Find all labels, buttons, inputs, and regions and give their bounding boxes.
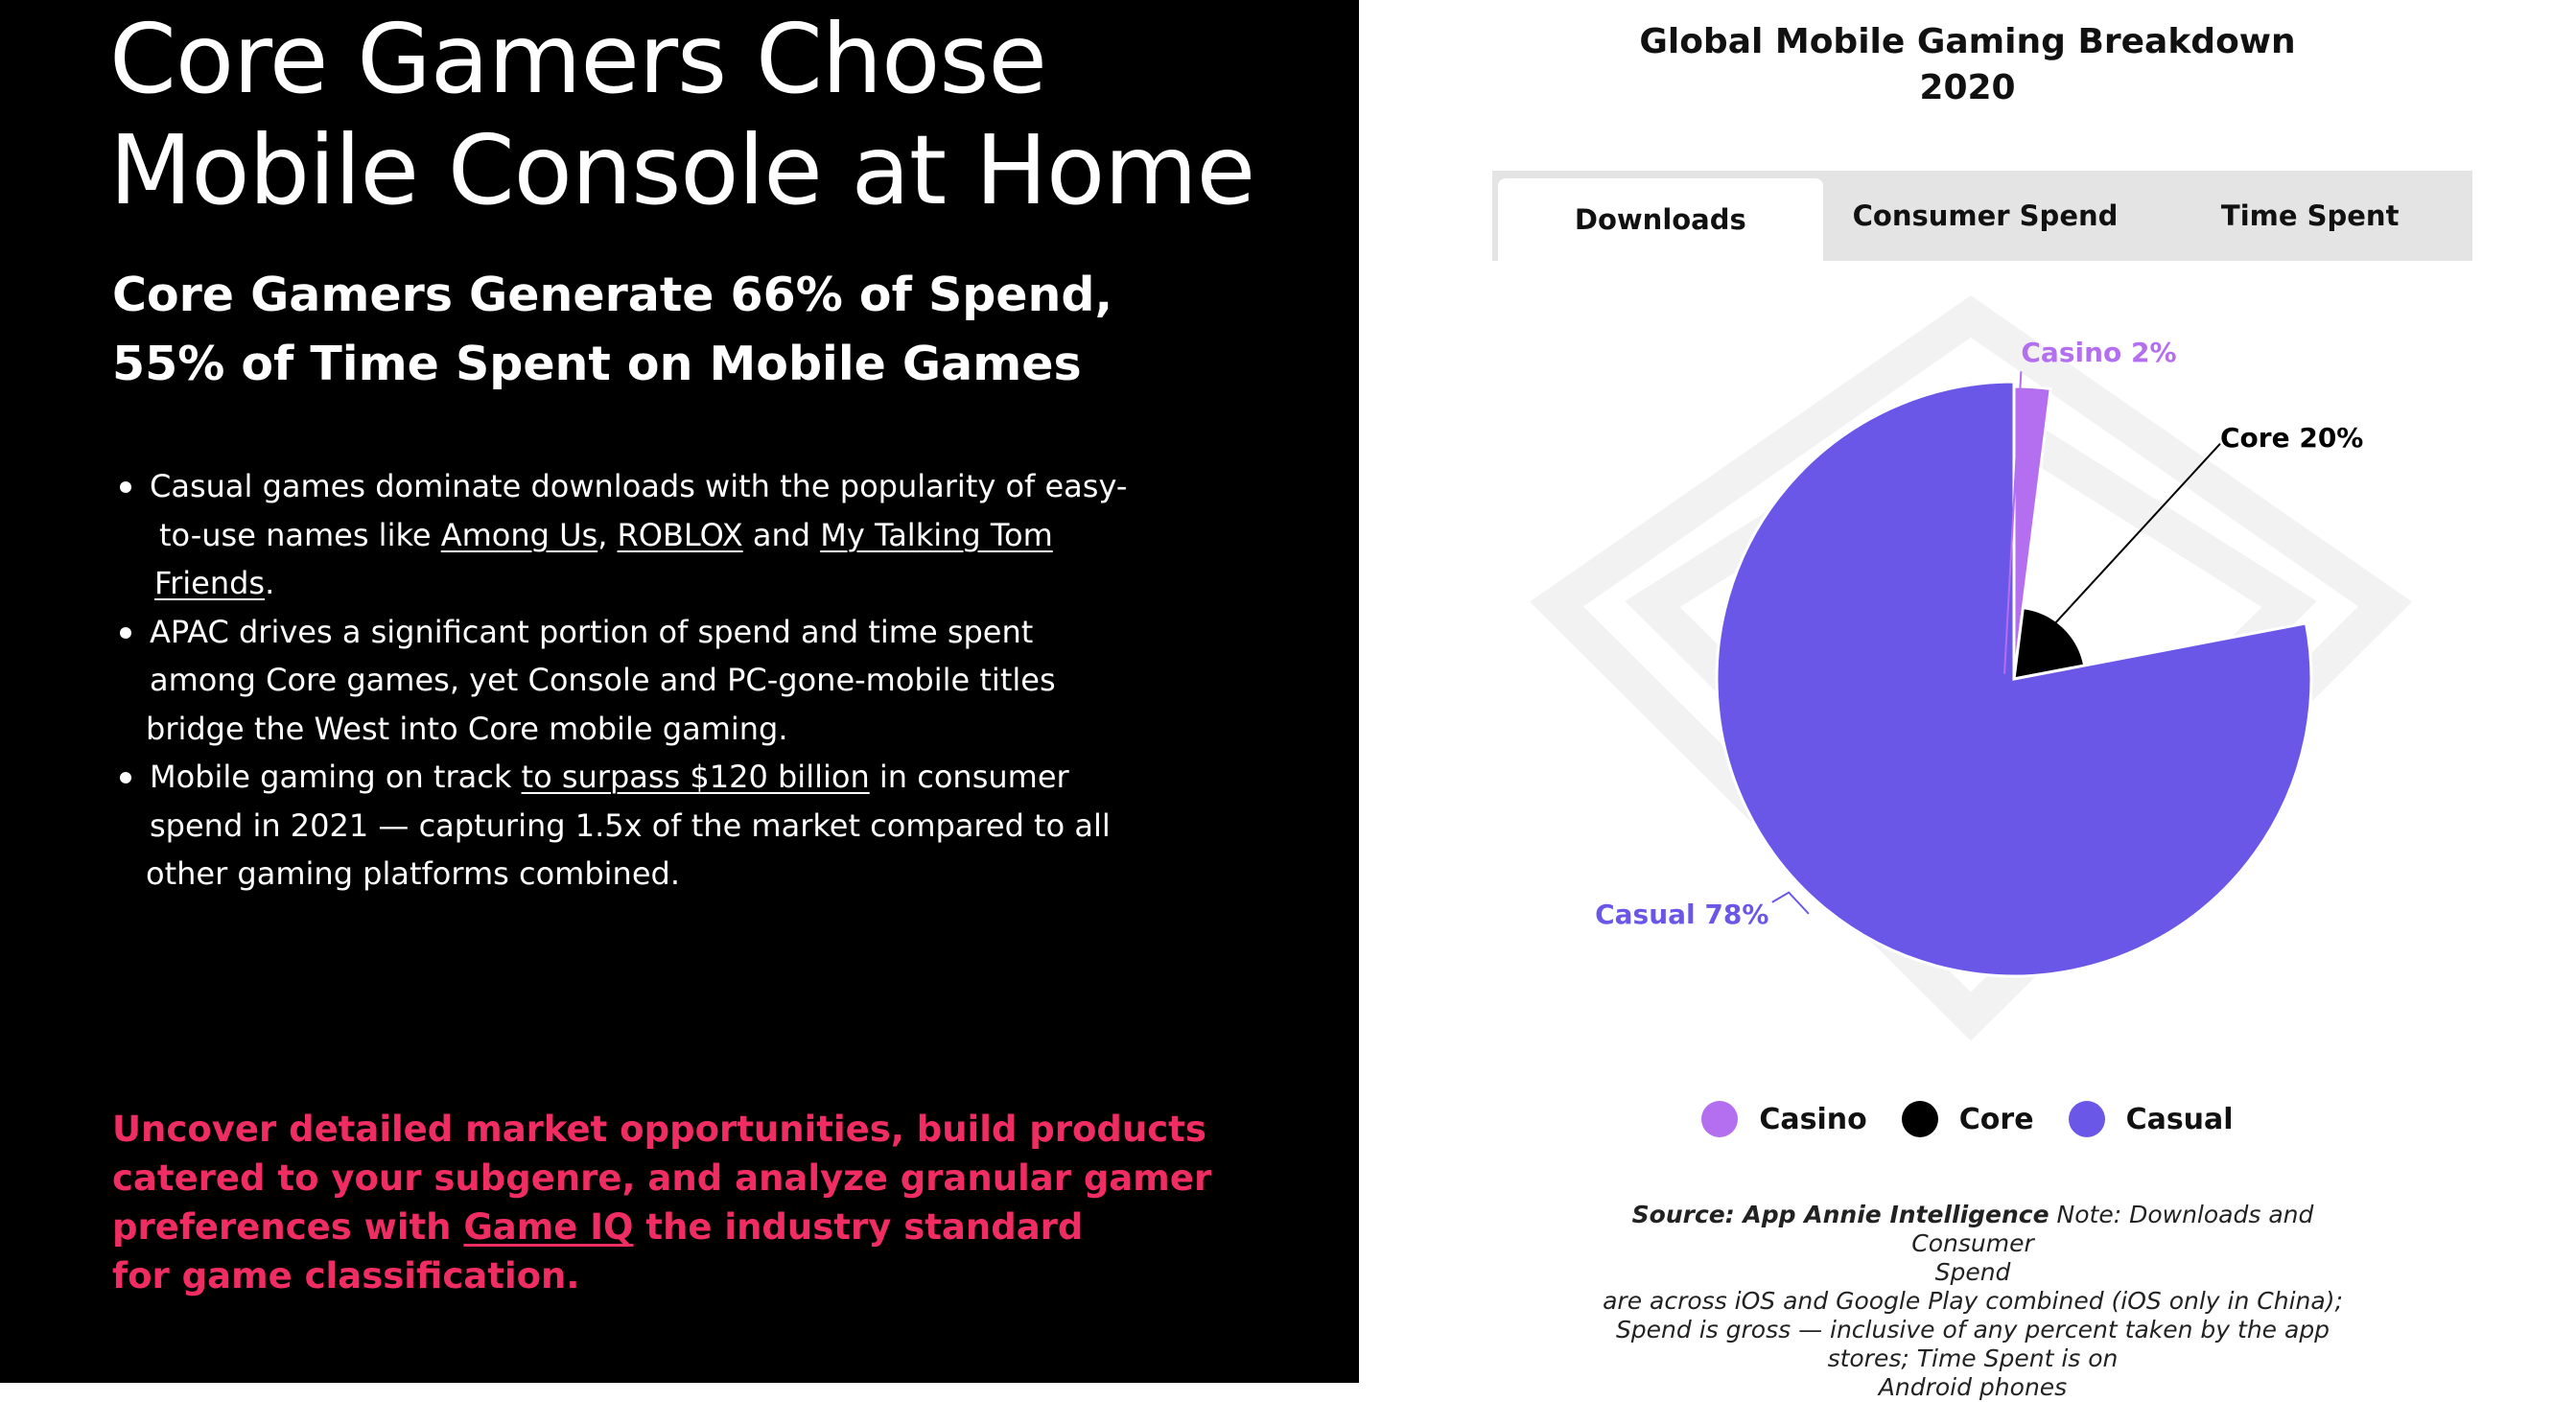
data-label-casual: Casual 78% <box>1595 899 1768 930</box>
bullet-text: other gaming platforms combined. <box>146 855 680 892</box>
tab-downloads[interactable]: Downloads <box>1498 178 1823 261</box>
page-title: Core Gamers Chose Mobile Console at Home <box>109 4 1318 226</box>
bullet-text: Mobile gaming on track <box>150 759 522 795</box>
legend-label-casino: Casino <box>1759 1102 1867 1136</box>
source-text: Note: Downloads and Consumer <box>1911 1201 2314 1257</box>
bullet-text: bridge the West into Core mobile gaming. <box>146 710 788 747</box>
chart-legend: Casino Core Casual <box>1359 1101 2576 1137</box>
chart-title-line-2: 2020 <box>1919 68 2016 107</box>
source-line-1: Source: App Annie Intelligence Note: Dow… <box>1570 1201 2376 1258</box>
my-talking-tom-link-continued[interactable]: Friends <box>154 565 266 601</box>
left-panel: Core Gamers Chose Mobile Console at Home… <box>0 0 1359 1383</box>
leader-line-core <box>2049 443 2221 629</box>
bullet-list: Casual games dominate downloads with the… <box>113 462 1149 899</box>
legend-item-casino[interactable]: Casino <box>1701 1101 1867 1137</box>
bullet-item-forecast: Mobile gaming on track to surpass $120 b… <box>113 753 1149 899</box>
source-line-4: Spend is gross — inclusive of any percen… <box>1615 1316 2330 1344</box>
legend-item-core[interactable]: Core <box>1901 1101 2034 1137</box>
bullet-text: , <box>597 516 618 553</box>
bullet-text: and <box>742 516 821 553</box>
pie-slice-core[interactable] <box>2012 605 2087 681</box>
legend-label-core: Core <box>1958 1102 2034 1136</box>
cta-line: the industry standard <box>633 1206 1084 1248</box>
cta-line: Uncover detailed market opportunities, b… <box>112 1109 1206 1150</box>
source-line-3: are across iOS and Google Play combined … <box>1603 1287 2343 1315</box>
subheading-line-2: 55% of Time Spent on Mobile Games <box>112 337 1082 391</box>
leader-line-casual <box>1771 891 1810 915</box>
surpass-120-billion-link[interactable]: to surpass $120 billion <box>521 759 870 795</box>
pie-labels: Casino 2% Core 20% Casual 78% <box>1595 337 2363 930</box>
game-iq-link[interactable]: Game IQ <box>463 1206 634 1248</box>
pie-chart: Casino 2% Core 20% Casual 78% <box>1530 295 2412 1041</box>
pie-slice-casual[interactable] <box>1715 380 2313 978</box>
source-line-2: Spend <box>1934 1258 2011 1286</box>
metric-tabs: Downloads Consumer Spend Time Spent <box>1492 171 2472 261</box>
tab-consumer-spend[interactable]: Consumer Spend <box>1852 199 2119 232</box>
legend-swatch-core <box>1901 1101 1938 1137</box>
bullet-text: APAC drives a significant portion of spe… <box>150 613 1034 650</box>
cta-line: catered to your subgenre, and analyze gr… <box>112 1157 1212 1199</box>
bullet-item-apac: APAC drives a significant portion of spe… <box>113 608 1149 754</box>
among-us-link[interactable]: Among Us <box>440 516 598 553</box>
bullet-text: among Core games, yet Console and PC-gon… <box>150 662 1056 698</box>
chart-title: Global Mobile Gaming Breakdown 2020 <box>1359 19 2576 111</box>
legend-item-casual[interactable]: Casual <box>2068 1101 2234 1137</box>
bullet-text: Casual games dominate downloads with the… <box>150 468 1128 504</box>
leader-line-casino <box>2003 371 2023 674</box>
subheading-line-1: Core Gamers Generate 66% of Spend, <box>112 268 1113 322</box>
tab-time-spent[interactable]: Time Spent <box>2220 199 2400 232</box>
subheading: Core Gamers Generate 66% of Spend, 55% o… <box>112 261 1244 399</box>
bullet-text: to-use names like <box>159 516 441 553</box>
chart-title-line-1: Global Mobile Gaming Breakdown <box>1639 22 2296 61</box>
source-label: Source: App Annie Intelligence <box>1631 1201 2049 1228</box>
pie-slices <box>1715 380 2313 978</box>
page-title-line-2: Mobile Console at Home <box>109 114 1255 226</box>
data-label-casino: Casino 2% <box>2021 337 2176 368</box>
data-label-core: Core 20% <box>2220 422 2363 454</box>
cta-line: for game classification. <box>112 1255 580 1297</box>
chart-panel: Global Mobile Gaming Breakdown 2020 Down… <box>1359 0 2576 1401</box>
legend-label-casual: Casual <box>2125 1102 2234 1136</box>
my-talking-tom-link[interactable]: My Talking Tom <box>820 516 1053 553</box>
bullet-text: in consumer <box>869 759 1069 795</box>
source-line-5: stores; Time Spent is on <box>1827 1344 2119 1372</box>
bullet-item-casual: Casual games dominate downloads with the… <box>113 462 1149 608</box>
roblox-link[interactable]: ROBLOX <box>617 516 743 553</box>
call-to-action: Uncover detailed market opportunities, b… <box>112 1105 1225 1300</box>
bullet-text: . <box>265 565 275 601</box>
cta-line: preferences with <box>112 1206 464 1248</box>
source-note: Source: App Annie Intelligence Note: Dow… <box>1570 1201 2376 1402</box>
bullet-text: spend in 2021 — capturing 1.5x of the ma… <box>150 806 1111 844</box>
page-title-line-1: Core Gamers Chose <box>109 3 1047 115</box>
legend-swatch-casual <box>2068 1101 2105 1137</box>
source-line-6: Android phones <box>1878 1373 2068 1401</box>
legend-swatch-casino <box>1701 1101 1739 1137</box>
